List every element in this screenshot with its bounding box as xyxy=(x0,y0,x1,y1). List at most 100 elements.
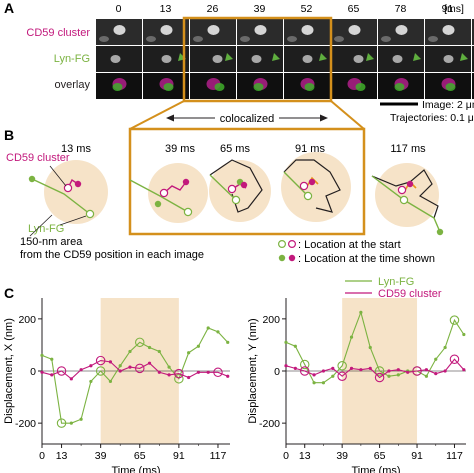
data-point xyxy=(40,370,44,374)
data-point xyxy=(187,375,191,380)
area-circle-13 xyxy=(44,160,108,224)
data-point-highlight xyxy=(412,366,422,376)
area-circle-65 xyxy=(209,160,271,222)
lyn-current-point xyxy=(28,175,36,183)
data-point xyxy=(89,379,93,384)
trajectory-scale-label: Trajectories: 0.1 μm xyxy=(390,112,474,124)
legend-start-text: : Location at the start xyxy=(298,239,401,251)
cd59-background-spot xyxy=(381,36,391,42)
data-point xyxy=(196,344,201,348)
lyn-current-point xyxy=(436,228,444,236)
overlay-green-spot xyxy=(253,83,264,91)
data-point-highlight xyxy=(299,366,310,376)
data-point xyxy=(206,370,210,374)
microscopy-image-strip xyxy=(96,19,474,99)
data-point xyxy=(226,374,230,378)
y-tick-label: 0 xyxy=(30,366,36,378)
y-tick-label: -200 xyxy=(259,418,280,430)
legend-start-lyn xyxy=(278,240,287,249)
lyn-trajectory xyxy=(283,171,309,197)
data-point xyxy=(434,372,438,376)
data-point xyxy=(79,368,83,372)
cd59-spot xyxy=(160,25,173,35)
data-point xyxy=(349,366,354,370)
lyn-spot xyxy=(110,55,121,63)
row-label-lyn: Lyn-FG xyxy=(54,53,90,65)
frame-time-78: 78 xyxy=(395,3,407,15)
data-point xyxy=(157,349,161,354)
data-point xyxy=(293,366,297,370)
cd59-spot xyxy=(301,25,314,35)
data-point xyxy=(349,335,354,339)
frame-time-26: 26 xyxy=(207,3,219,15)
frame-time-unit: [ms] xyxy=(444,3,464,15)
data-point xyxy=(321,381,326,385)
colocalized-arrow-right xyxy=(320,114,328,122)
cd59-current-point xyxy=(182,178,190,186)
legend-start-cd59 xyxy=(288,240,297,249)
b-lyn-pointer xyxy=(59,215,87,226)
overlay-frame xyxy=(472,73,474,99)
lyn-trajectory xyxy=(209,174,237,201)
lyn-start-point xyxy=(399,195,409,205)
data-point xyxy=(359,310,363,314)
lyn-arrowhead-icon xyxy=(366,53,374,61)
data-point xyxy=(108,379,113,384)
x-tick-label: 13 xyxy=(56,450,68,462)
data-point-highlight xyxy=(56,366,67,376)
b-cd59-pointer xyxy=(49,165,67,187)
lyn-arrowhead-icon xyxy=(272,53,280,61)
frame-time-91: 91 xyxy=(442,3,454,15)
data-point xyxy=(40,353,44,357)
data-point xyxy=(396,373,400,377)
cd59-background-spot xyxy=(287,36,297,42)
y-tick-label: 200 xyxy=(18,314,36,326)
x-tick-label: 0 xyxy=(283,450,289,462)
colocalized-label: colocalized xyxy=(220,113,274,125)
frame-time-13: 13 xyxy=(160,3,172,15)
x-tick-label: 65 xyxy=(134,450,146,462)
x-tick-label: 117 xyxy=(210,450,227,462)
lyn-start-point xyxy=(183,207,193,217)
b-area-label-2: from the CD59 position in each image xyxy=(20,249,204,261)
colocalized-arrow-left xyxy=(166,114,174,122)
cd59-background-spot xyxy=(99,36,109,42)
overlay-green-spot xyxy=(112,83,123,91)
data-point-highlight xyxy=(299,359,310,370)
chart-displacement-y: 0 13 39 65 91 117 -200 0 200 Time (ms) Displacemen… xyxy=(247,298,466,473)
b-area-pointer xyxy=(29,214,53,237)
area-circle-39 xyxy=(148,163,208,223)
trajectory-39 xyxy=(129,178,193,217)
data-point xyxy=(331,366,335,370)
frame-time-0: 0 xyxy=(116,3,122,15)
b-time-65: 65 ms xyxy=(220,143,250,155)
data-point xyxy=(128,349,132,354)
frame-time-39: 39 xyxy=(254,3,266,15)
data-point xyxy=(206,326,210,330)
data-point xyxy=(424,368,428,372)
data-point xyxy=(108,360,113,364)
lyn-trajectory-colocalized xyxy=(283,159,341,213)
overlay-green-spot xyxy=(304,83,315,91)
panel-label-c: C xyxy=(4,285,14,301)
lyn-trajectory-colocalized xyxy=(371,169,439,219)
row-label-cd59: CD59 cluster xyxy=(26,27,90,39)
x-tick-label: 91 xyxy=(411,450,423,462)
cd59-background-spot xyxy=(240,36,250,42)
data-point xyxy=(147,361,152,365)
legend-shown-lyn xyxy=(278,254,286,262)
data-point xyxy=(406,370,410,374)
data-point xyxy=(50,357,54,361)
lyn-start-point xyxy=(231,195,241,205)
cd59-frame xyxy=(472,19,474,45)
lyn-trajectory-colocalized xyxy=(209,159,263,213)
data-point xyxy=(216,330,220,334)
cd59-start-point xyxy=(397,185,407,195)
data-point-highlight xyxy=(174,374,184,384)
cd59-spot xyxy=(113,25,126,35)
data-point xyxy=(293,344,297,348)
data-point-highlight xyxy=(449,315,460,325)
overlay-green-spot xyxy=(214,83,225,91)
data-point xyxy=(118,364,122,368)
cd59-start-point xyxy=(299,181,309,191)
